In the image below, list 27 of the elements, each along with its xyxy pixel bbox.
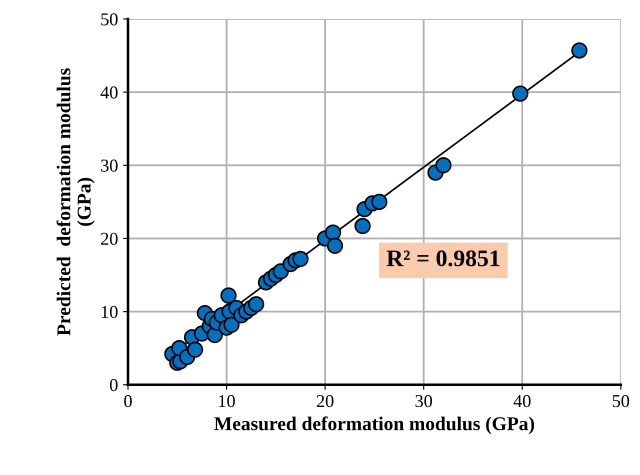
x-tick-label: 30 <box>416 394 432 408</box>
point <box>354 218 371 234</box>
point <box>371 194 388 210</box>
y-tick-label: 40 <box>100 86 118 99</box>
point <box>435 157 452 174</box>
y-tick-label: 20 <box>101 232 118 245</box>
point <box>326 238 344 254</box>
point <box>571 42 588 59</box>
point <box>223 316 240 333</box>
annotation: R² = 0.9851 <box>386 250 500 266</box>
x-tick-label: 0 <box>124 394 132 408</box>
point <box>186 342 204 358</box>
point <box>220 287 237 304</box>
y-tick-label: 0 <box>110 379 118 392</box>
x-tick-label: 40 <box>514 394 531 408</box>
y-tick-label: 10 <box>102 306 118 318</box>
point <box>324 224 342 241</box>
x-tick-label: 50 <box>612 394 630 408</box>
y-axis-title: Predicted deformation modulus (GPa) <box>56 68 95 336</box>
x-tick-label: 10 <box>219 394 235 408</box>
x-axis-title: Measured deformation modulus (GPa) <box>214 416 534 434</box>
y-tick-label: 50 <box>101 13 118 26</box>
x-tick-label: 20 <box>316 394 334 408</box>
point <box>248 296 264 312</box>
y-tick-label: 30 <box>101 160 118 172</box>
point <box>292 250 309 268</box>
point <box>512 85 528 102</box>
